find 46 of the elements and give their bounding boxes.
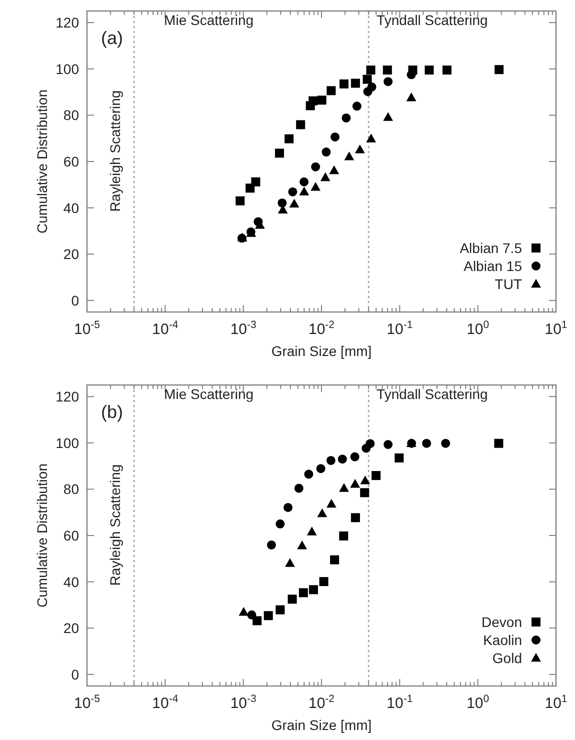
annotation: Mie Scattering <box>164 386 254 402</box>
legend-label: Devon <box>482 614 522 630</box>
y-tick-label: 0 <box>71 666 80 682</box>
y-tick-label: 100 <box>56 60 80 77</box>
x-tick-label: 10$^{0}$ <box>466 693 490 712</box>
y-tick-label: 40 <box>63 574 80 590</box>
annotation: Rayleigh Scattering <box>107 464 124 586</box>
y-tick-label: 20 <box>63 620 80 636</box>
x-tick-label: 10$^{-1}$ <box>386 693 413 712</box>
y-tick-label: 0 <box>71 292 80 308</box>
x-axis-title: Grain Size [mm] <box>271 717 372 733</box>
y-tick-label: 40 <box>63 200 80 216</box>
legend-label: Kaolin <box>483 632 522 648</box>
annotation: (b) <box>101 402 123 422</box>
y-tick-label: 60 <box>63 528 80 544</box>
y-tick-label: 80 <box>63 481 80 498</box>
y-axis-title: Cumulative Distribution <box>34 464 50 608</box>
x-tick-label: 10$^{-1}$ <box>386 319 413 338</box>
y-tick-label: 80 <box>63 107 80 124</box>
x-axis-title: Grain Size [mm] <box>271 343 372 359</box>
x-tick-label: 10$^{-5}$ <box>74 693 100 712</box>
y-tick-label: 100 <box>56 434 80 451</box>
x-tick-label: 10$^{0}$ <box>466 319 490 338</box>
annotation: (a) <box>101 28 123 48</box>
legend-label: TUT <box>494 276 522 292</box>
x-tick-label: 10$^{-4}$ <box>152 693 178 712</box>
x-tick-label: 10$^{-5}$ <box>74 319 100 338</box>
annotation: Tyndall Scattering <box>376 12 488 28</box>
y-tick-label: 120 <box>56 14 80 31</box>
annotation: Tyndall Scattering <box>376 386 488 402</box>
x-tick-label: 10$^{-2}$ <box>308 693 335 712</box>
annotation: Rayleigh Scattering <box>107 90 124 212</box>
x-tick-label: 10$^{-3}$ <box>230 693 256 712</box>
y-axis-title: Cumulative Distribution <box>34 90 50 234</box>
x-tick-label: 10$^{1}$ <box>544 693 568 712</box>
x-tick-label: 10$^{1}$ <box>544 319 568 338</box>
legend-label: Albian 7.5 <box>460 240 522 256</box>
legend-label: Albian 15 <box>464 258 522 274</box>
y-tick-label: 60 <box>63 154 80 170</box>
x-tick-label: 10$^{-4}$ <box>152 319 178 338</box>
y-tick-label: 120 <box>56 388 80 405</box>
annotation: Mie Scattering <box>164 12 254 28</box>
x-tick-label: 10$^{-3}$ <box>230 319 256 338</box>
x-tick-label: 10$^{-2}$ <box>308 319 335 338</box>
y-tick-label: 20 <box>63 246 80 262</box>
legend-label: Gold <box>492 650 522 666</box>
